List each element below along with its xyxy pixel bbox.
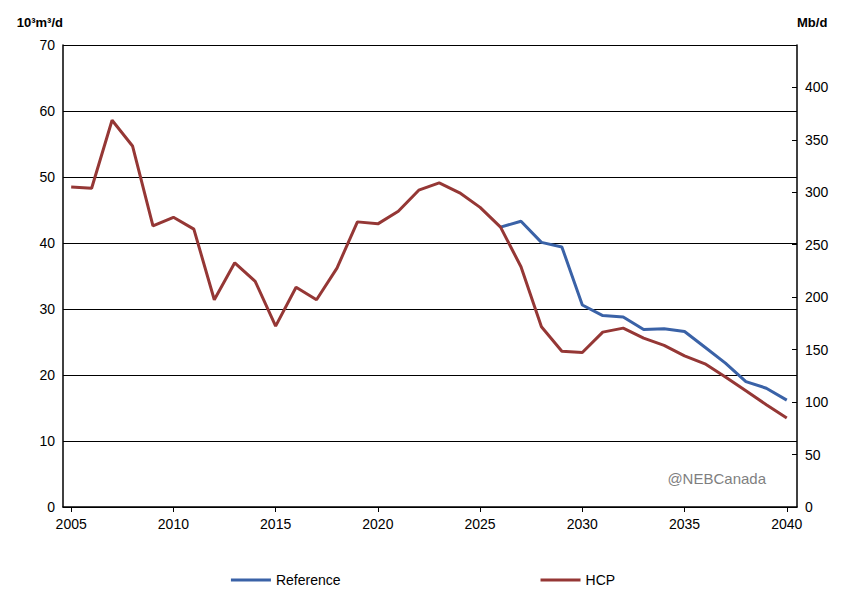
svg-text:40: 40 — [39, 235, 55, 251]
svg-text:2020: 2020 — [362, 516, 393, 532]
svg-text:2005: 2005 — [56, 516, 87, 532]
svg-text:Reference: Reference — [276, 572, 341, 588]
svg-text:200: 200 — [805, 289, 829, 305]
svg-text:Mb/d: Mb/d — [797, 15, 827, 30]
svg-text:2035: 2035 — [669, 516, 700, 532]
svg-text:@NEBCanada: @NEBCanada — [667, 470, 766, 487]
svg-text:60: 60 — [39, 103, 55, 119]
svg-text:2030: 2030 — [567, 516, 598, 532]
svg-text:2010: 2010 — [158, 516, 189, 532]
svg-text:400: 400 — [805, 79, 829, 95]
svg-text:10³m³/d: 10³m³/d — [17, 15, 63, 30]
svg-text:350: 350 — [805, 132, 829, 148]
svg-text:70: 70 — [39, 37, 55, 53]
svg-text:150: 150 — [805, 342, 829, 358]
svg-text:50: 50 — [805, 447, 821, 463]
svg-text:2025: 2025 — [465, 516, 496, 532]
svg-text:300: 300 — [805, 184, 829, 200]
svg-text:2015: 2015 — [260, 516, 291, 532]
svg-text:0: 0 — [805, 499, 813, 515]
svg-text:30: 30 — [39, 301, 55, 317]
svg-text:20: 20 — [39, 367, 55, 383]
svg-text:2040: 2040 — [771, 516, 802, 532]
svg-text:100: 100 — [805, 394, 829, 410]
svg-text:250: 250 — [805, 237, 829, 253]
svg-text:0: 0 — [47, 499, 55, 515]
svg-text:10: 10 — [39, 433, 55, 449]
svg-text:50: 50 — [39, 169, 55, 185]
svg-text:HCP: HCP — [586, 572, 616, 588]
